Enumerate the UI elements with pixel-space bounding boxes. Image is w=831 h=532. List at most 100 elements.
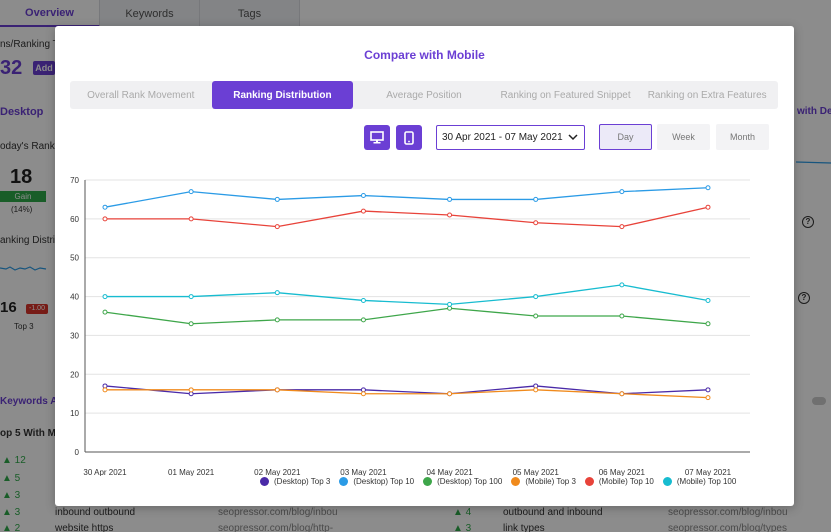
series-line [104, 307, 709, 325]
y-tick-label: 20 [70, 370, 79, 379]
row-keyword: website https [55, 523, 114, 532]
row-delta: ▲ 12 [2, 455, 26, 466]
mobile-button[interactable] [396, 125, 422, 150]
data-point [619, 391, 625, 397]
legend-label: (Mobile) Top 100 [676, 477, 737, 486]
row-keyword: inbound outbound [55, 507, 136, 518]
top3-change-badge: -1.00 [26, 304, 48, 314]
tab-keywords[interactable]: Keywords [100, 0, 200, 27]
period-day-button[interactable]: Day [599, 124, 652, 150]
x-tick-label: 01 May 2021 [168, 468, 215, 476]
legend-swatch [584, 477, 594, 486]
tab-tags[interactable]: Tags [200, 0, 300, 27]
legend-label: (Desktop) Top 3 [274, 477, 331, 486]
series-line [105, 284, 709, 305]
row-keyword: outbound and inbound [503, 507, 603, 518]
desktop-icon [370, 131, 384, 144]
legend-swatch [423, 477, 433, 486]
tab-ranking-distribution[interactable]: Ranking Distribution [211, 81, 354, 109]
y-tick-label: 60 [70, 215, 79, 224]
legend-item[interactable]: (Desktop) Top 10 [339, 477, 414, 486]
row-delta: ▲ 3 [2, 507, 21, 518]
data-point [360, 208, 366, 214]
row-delta: ▲ 4 [453, 507, 472, 518]
tab-overview[interactable]: Overview [0, 0, 100, 27]
data-point [705, 387, 711, 393]
rank-value: 18 [10, 166, 33, 188]
data-point [447, 391, 453, 397]
x-tick-label: 05 May 2021 [513, 468, 560, 476]
total-count: 32 [0, 57, 23, 79]
row-url[interactable]: seopressor.com/blog/http- [218, 523, 334, 532]
sparkline-icon [796, 161, 831, 164]
add-button[interactable]: Add [33, 61, 55, 75]
y-tick-label: 40 [70, 293, 79, 302]
keywords-heading: Keywords Ar [0, 396, 62, 407]
main-tabbar: Overview Keywords Tags [0, 0, 300, 27]
data-point [533, 313, 539, 319]
data-point [447, 301, 453, 307]
x-tick-label: 07 May 2021 [685, 468, 732, 476]
date-range-value: 30 Apr 2021 - 07 May 2021 [442, 132, 563, 143]
data-point [447, 212, 453, 218]
tab-average-position[interactable]: Average Position [386, 89, 462, 101]
row-url[interactable]: seopressor.com/blog/types [668, 523, 787, 532]
desktop-button[interactable] [364, 125, 390, 150]
mobile-icon [404, 130, 414, 145]
period-week-button[interactable]: Week [657, 124, 710, 150]
date-range-select[interactable]: 30 Apr 2021 - 07 May 2021 [436, 125, 585, 150]
chevron-down-icon [568, 134, 578, 141]
x-tick-label: 02 May 2021 [254, 468, 301, 476]
data-point [102, 204, 108, 210]
legend-label: (Mobile) Top 10 [598, 477, 654, 486]
data-point [533, 387, 539, 393]
data-point [188, 294, 194, 300]
legend-swatch [662, 477, 672, 486]
data-point [619, 282, 625, 288]
row-url[interactable]: seopressor.com/blog/inbou [668, 507, 788, 518]
tab-overall-rank-movement[interactable]: Overall Rank Movement [87, 89, 195, 101]
row-url[interactable]: seopressor.com/blog/inbou [218, 507, 338, 518]
legend-swatch [260, 477, 269, 486]
compare-link[interactable]: with Des [797, 106, 831, 117]
ranking-trend-label: ns/Ranking Tr [0, 39, 62, 50]
data-point [447, 196, 453, 202]
legend-item[interactable]: (Desktop) Top 100 [423, 477, 502, 486]
legend-label: (Desktop) Top 10 [353, 477, 415, 486]
legend-item[interactable]: (Mobile) Top 10 [584, 477, 654, 486]
data-point [274, 196, 280, 202]
data-point [102, 294, 108, 300]
y-tick-label: 70 [70, 176, 79, 185]
compare-modal: Compare with Mobile Overall Rank Movemen… [55, 26, 794, 506]
modal-title: Compare with Mobile [364, 48, 485, 62]
legend-item[interactable]: (Mobile) Top 3 [511, 477, 576, 486]
legend-item[interactable]: (Desktop) Top 3 [260, 477, 330, 486]
help-icon[interactable]: ? [802, 216, 814, 228]
data-point [274, 290, 280, 296]
data-point [705, 395, 711, 401]
help-icon[interactable]: ? [798, 292, 810, 304]
gain-percent: (14%) [11, 205, 33, 214]
tab-featured-snippet[interactable]: Ranking on Featured Snippet [500, 89, 631, 101]
series-line [104, 187, 709, 208]
legend-item[interactable]: (Mobile) Top 100 [662, 477, 737, 486]
row-keyword: link types [503, 523, 545, 532]
desktop-heading: Desktop [0, 106, 44, 118]
row-delta: ▲ 3 [453, 523, 472, 532]
data-point [188, 189, 194, 195]
data-point [360, 391, 366, 397]
period-month-button[interactable]: Month [716, 124, 769, 150]
data-point [274, 224, 280, 230]
top5-heading: op 5 With Mo [0, 428, 63, 439]
data-point [360, 317, 366, 323]
y-tick-label: 0 [75, 448, 80, 457]
data-point [705, 297, 711, 303]
data-point [360, 193, 366, 199]
gain-badge: Gain [0, 191, 46, 202]
tab-extra-features[interactable]: Ranking on Extra Features [647, 89, 767, 101]
todays-rank-label: oday's Rank M [0, 141, 66, 152]
x-tick-label: 06 May 2021 [599, 468, 646, 476]
data-point [619, 189, 625, 195]
toggle-switch[interactable] [812, 397, 826, 405]
legend-swatch [511, 477, 521, 486]
